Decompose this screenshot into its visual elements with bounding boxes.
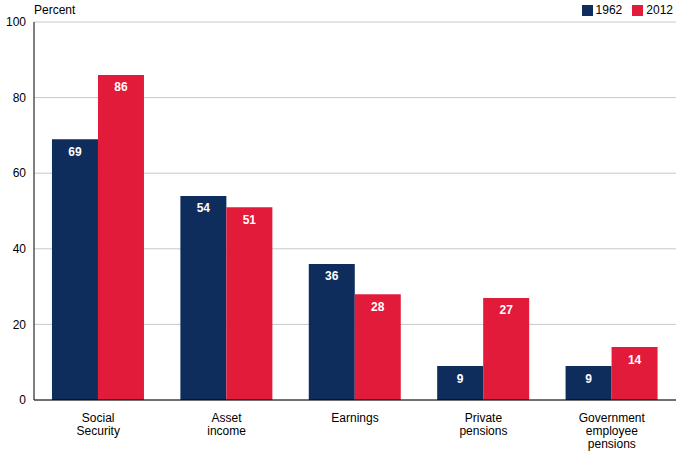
svg-text:9: 9 xyxy=(585,372,592,386)
svg-text:SocialSecurity: SocialSecurity xyxy=(77,411,120,438)
svg-text:100: 100 xyxy=(8,15,26,29)
svg-text:86: 86 xyxy=(114,80,128,94)
svg-text:Assetincome: Assetincome xyxy=(207,411,246,438)
svg-text:Privatepensions: Privatepensions xyxy=(459,411,507,438)
svg-text:0: 0 xyxy=(19,393,26,407)
svg-text:20: 20 xyxy=(13,318,27,332)
svg-text:54: 54 xyxy=(197,201,211,215)
svg-text:60: 60 xyxy=(13,166,27,180)
svg-text:Earnings: Earnings xyxy=(331,411,378,425)
svg-text:40: 40 xyxy=(13,242,27,256)
svg-text:Governmentemployeepensions: Governmentemployeepensions xyxy=(579,411,646,451)
svg-text:36: 36 xyxy=(325,269,339,283)
svg-text:80: 80 xyxy=(13,91,27,105)
svg-text:14: 14 xyxy=(628,353,642,367)
svg-text:28: 28 xyxy=(371,300,385,314)
html-text:Percent: Percent xyxy=(34,3,76,17)
svg-text:69: 69 xyxy=(68,145,82,159)
html-text:2012: 2012 xyxy=(646,3,673,17)
svg-text:51: 51 xyxy=(243,213,257,227)
svg-text:27: 27 xyxy=(499,303,513,317)
svg-text:9: 9 xyxy=(457,372,464,386)
html-text:1962: 1962 xyxy=(595,3,623,17)
